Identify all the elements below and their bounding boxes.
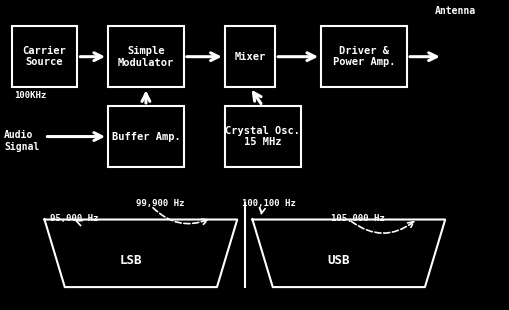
Text: 105,000 Hz: 105,000 Hz <box>330 214 384 223</box>
Text: Crystal Osc.
15 MHz: Crystal Osc. 15 MHz <box>224 126 299 147</box>
Text: Antenna: Antenna <box>434 6 475 16</box>
Text: 99,900 Hz: 99,900 Hz <box>135 199 184 208</box>
Text: Driver &
Power Amp.: Driver & Power Amp. <box>332 46 394 68</box>
Text: 100,100 Hz: 100,100 Hz <box>242 199 296 208</box>
Text: Buffer Amp.: Buffer Amp. <box>111 131 180 142</box>
Text: LSB: LSB <box>119 254 142 267</box>
Text: Simple
Modulator: Simple Modulator <box>118 46 174 68</box>
Text: USB: USB <box>327 254 349 267</box>
Text: Audio
Signal: Audio Signal <box>4 131 39 152</box>
Text: Mixer: Mixer <box>234 52 265 62</box>
FancyBboxPatch shape <box>108 26 184 87</box>
Text: 95,000 Hz: 95,000 Hz <box>49 214 98 223</box>
FancyBboxPatch shape <box>224 26 275 87</box>
Text: Carrier
Source: Carrier Source <box>22 46 66 68</box>
Text: 100KHz: 100KHz <box>14 91 46 100</box>
FancyBboxPatch shape <box>320 26 406 87</box>
FancyBboxPatch shape <box>12 26 77 87</box>
FancyBboxPatch shape <box>108 106 184 167</box>
FancyBboxPatch shape <box>224 106 300 167</box>
